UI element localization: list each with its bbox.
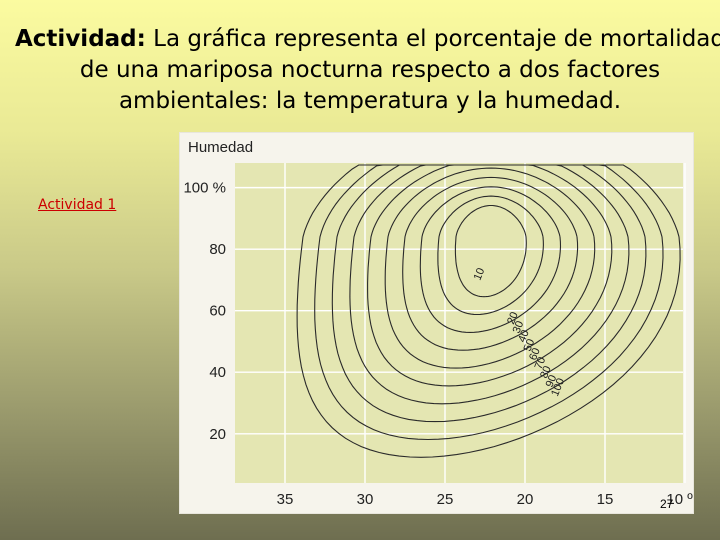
page-number: 27 [660,497,674,511]
contour-label: 70 [533,355,549,371]
y-tick-label: 40 [209,364,226,381]
x-tick-label: 10 ºC [666,491,693,508]
contour-line-30 [419,186,562,333]
y-axis-title: Humedad [188,139,253,156]
y-tick-label: 60 [209,303,226,320]
contour-line-60 [367,164,613,387]
y-tick-label: 100 % [183,180,226,197]
contour-line-10 [454,204,527,298]
plot-area [235,163,683,483]
x-tick-label: 35 [277,491,294,508]
x-tick-label: 15 [597,491,614,508]
title-line-1: Actividad: La gráfica representa el porc… [10,24,720,55]
x-tick-label: 30 [357,491,374,508]
contour-label: 10 [472,266,488,282]
contour-line-50 [384,167,596,369]
contour-label: 90 [544,373,560,389]
y-tick-label: 20 [209,426,226,443]
contour-label: 60 [527,346,543,362]
contour-line-20 [437,195,544,316]
contour-line-40 [402,176,579,351]
contour-label: 50 [522,337,538,353]
x-tick-label: 25 [437,491,454,508]
contour-line-100 [296,164,681,458]
title-bold: Actividad: [15,26,146,52]
contour-label: 40 [516,328,532,344]
contour-label: 30 [511,319,527,335]
activity-1-link[interactable]: Actividad 1 [38,197,117,213]
contour-label: 20 [505,310,521,326]
y-tick-label: 80 [209,241,226,258]
contour-chart-figure: 10 20 30 40 50 60 70 80 90 100 Humedad 100 % 80 60 40… [180,133,693,513]
x-tick-label: 20 [517,491,534,508]
title-rest: La gráfica representa el porcentaje de m… [145,26,720,52]
slide-title: Actividad: La gráfica representa el porc… [10,24,720,117]
contour-label: 80 [538,364,554,380]
title-line-2: de una mariposa nocturna respecto a dos … [79,57,661,83]
title-line-3: ambientales: la temperatura y la humedad… [118,88,622,114]
